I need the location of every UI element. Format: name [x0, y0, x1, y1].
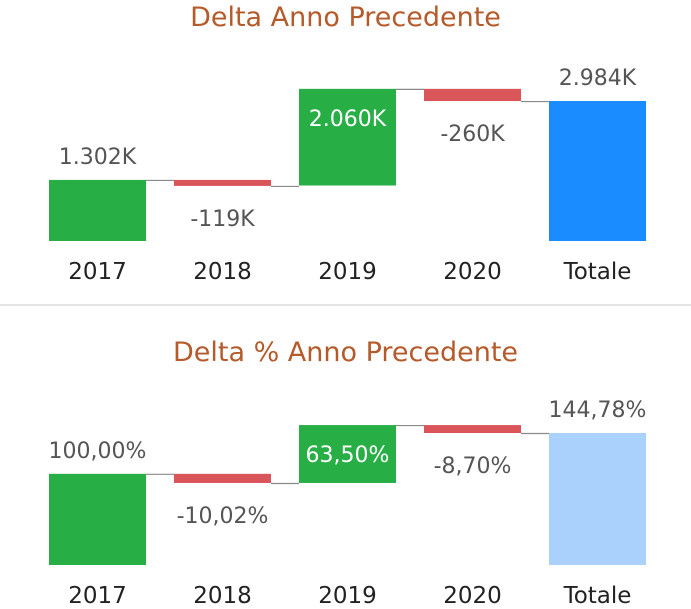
data-label: -10,02%	[177, 504, 269, 529]
category-label: 2018	[193, 583, 252, 609]
bar-2017	[49, 473, 146, 565]
bar-2018	[174, 179, 271, 186]
bar-2020	[424, 88, 521, 102]
bar-2019	[299, 425, 396, 483]
data-label: 100,00%	[49, 439, 147, 464]
divider	[0, 304, 691, 306]
category-label: 2020	[443, 583, 502, 609]
data-label: 2.060K	[309, 107, 387, 132]
waterfall-chart-delta: Delta Anno Precedente 1.302K 2017 -119K 201…	[0, 0, 691, 304]
waterfall-chart-delta-percent: Delta % Anno Precedente 100,00% 2017 -10,0…	[0, 309, 691, 609]
category-label: 2018	[193, 259, 252, 285]
waterfall-plot-area: 1.302K 2017 -119K 2018 2.060K 2019 -260K 2020 2.…	[49, 66, 646, 285]
chart-title: Delta Anno Precedente	[190, 2, 501, 33]
data-label: 63,50%	[306, 443, 390, 468]
category-label: Totale	[563, 259, 632, 285]
category-label: 2017	[68, 259, 127, 285]
data-label: 1.302K	[59, 145, 137, 170]
data-label: -260K	[440, 122, 505, 147]
bar-totale	[549, 433, 646, 565]
data-label: -8,70%	[434, 454, 512, 479]
category-label: 2020	[443, 259, 502, 285]
bar-2019	[299, 88, 396, 186]
category-label: 2019	[318, 259, 377, 285]
waterfall-plot-area: 100,00% 2017 -10,02% 2018 63,50% 2019 -8,70% 20…	[49, 398, 647, 609]
chart-title: Delta % Anno Precedente	[172, 337, 519, 368]
bar-2017	[49, 179, 146, 241]
category-label: Totale	[563, 583, 632, 609]
category-label: 2017	[68, 583, 127, 609]
data-label: 144,78%	[549, 398, 647, 423]
category-label: 2019	[318, 583, 377, 609]
bar-totale	[549, 101, 646, 241]
data-label: 2.984K	[559, 66, 637, 91]
data-label: -119K	[190, 207, 255, 232]
bar-2018	[174, 473, 271, 483]
bar-2020	[424, 425, 521, 433]
